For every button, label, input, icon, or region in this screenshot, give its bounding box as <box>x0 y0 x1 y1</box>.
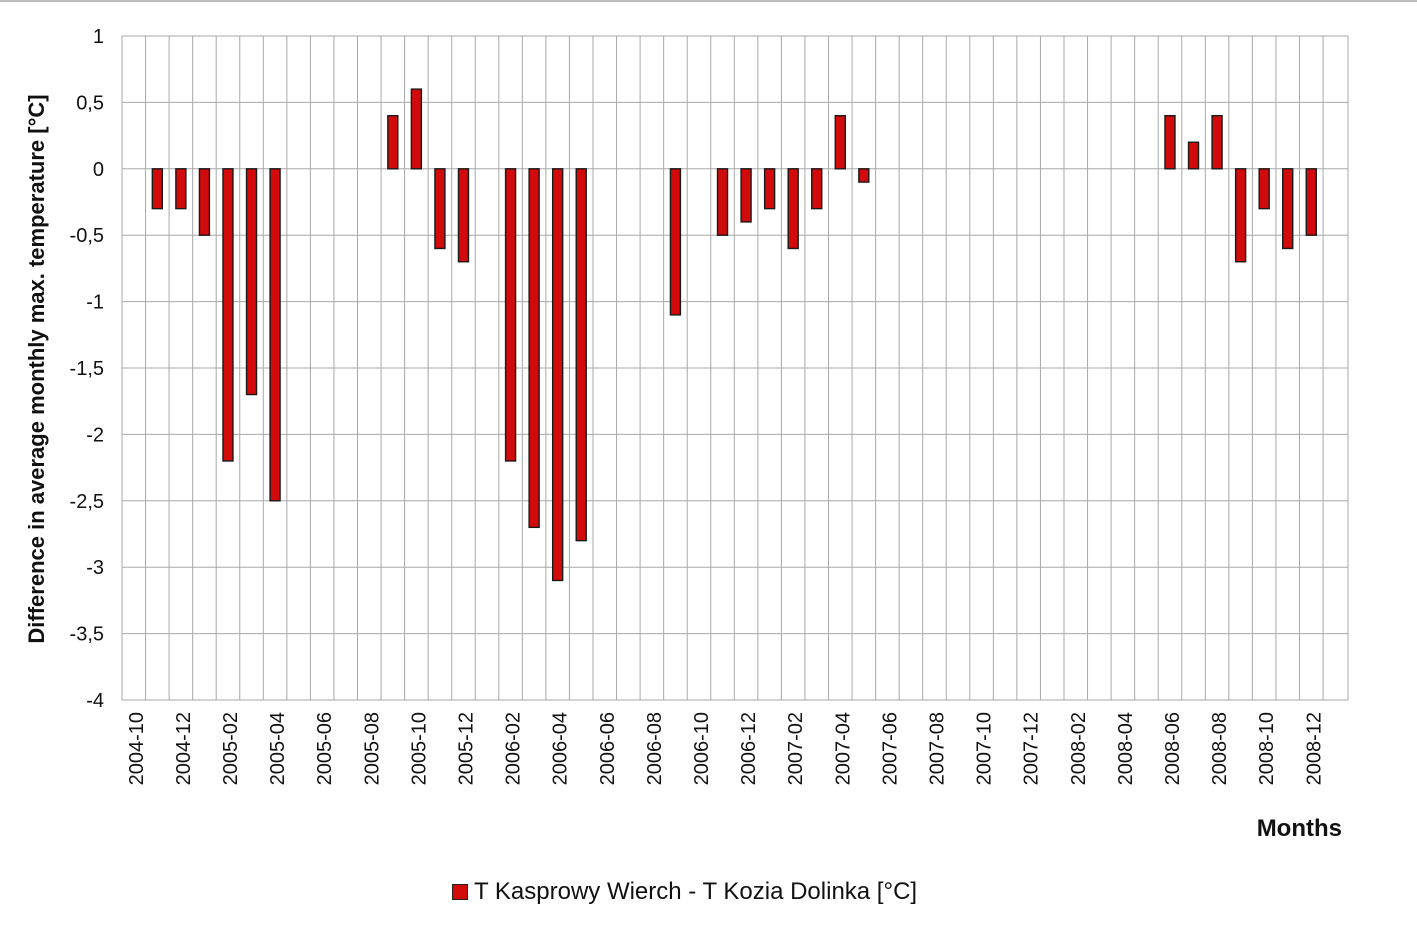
y-axis-label: Difference in average monthly max. tempe… <box>24 94 49 644</box>
bar <box>151 168 164 210</box>
bar <box>528 168 540 529</box>
bar <box>858 168 870 183</box>
x-tick-label: 2006-08 <box>644 712 666 785</box>
bar <box>1164 114 1176 170</box>
y-tick-label: -0,5 <box>70 225 104 247</box>
x-tick-label: 2006-04 <box>550 712 572 785</box>
y-tick-label: -3,5 <box>70 624 104 646</box>
x-tick-label: 2007-06 <box>879 712 901 785</box>
bar <box>387 114 399 170</box>
x-tick-label: 2006-10 <box>691 712 713 785</box>
legend: T Kasprowy Wierch - T Kozia Dolinka [°C] <box>452 878 917 906</box>
bar <box>175 168 187 210</box>
y-tick-label: 1 <box>93 26 104 48</box>
x-axis-label: Months <box>1256 815 1342 842</box>
y-tick-label: 0,5 <box>76 92 104 114</box>
x-axis-ticks: 2004-10 2004-12 2005-02 2005-04 2005-06 2005-… <box>126 712 1326 785</box>
x-tick-label: 2007-04 <box>832 712 854 785</box>
y-tick-label: -2,5 <box>70 491 104 513</box>
bar <box>740 168 752 223</box>
bar <box>245 168 258 396</box>
x-tick-label: 2004-10 <box>126 712 148 785</box>
bar <box>269 168 281 502</box>
x-tick-label: 2005-04 <box>267 712 289 785</box>
bar <box>1234 168 1247 263</box>
bar <box>1187 141 1200 170</box>
bar <box>716 168 729 236</box>
x-tick-label: 2007-10 <box>974 712 996 785</box>
x-tick-label: 2006-12 <box>738 712 760 785</box>
y-tick-label: -4 <box>86 690 104 712</box>
x-tick-label: 2004-12 <box>173 712 195 785</box>
bar <box>1305 168 1317 236</box>
y-tick-label: -1,5 <box>70 358 104 380</box>
y-tick-label: -2 <box>86 424 104 446</box>
x-tick-label: 2006-02 <box>503 712 525 785</box>
x-tick-label: 2008-12 <box>1303 712 1325 785</box>
bar <box>457 168 470 263</box>
bar <box>1258 168 1270 210</box>
x-tick-label: 2007-08 <box>926 712 948 785</box>
bar <box>669 168 682 316</box>
bar <box>787 168 799 250</box>
legend-label: T Kasprowy Wierch - T Kozia Dolinka [°C] <box>474 878 918 905</box>
x-tick-label: 2005-08 <box>361 712 383 785</box>
x-tick-label: 2008-10 <box>1256 712 1278 785</box>
y-tick-label: -1 <box>86 292 104 314</box>
bar <box>198 168 211 236</box>
x-tick-label: 2007-02 <box>785 712 807 785</box>
y-tick-label: -3 <box>86 557 104 579</box>
x-tick-label: 2005-06 <box>314 712 336 785</box>
bar <box>504 168 517 462</box>
bar <box>1282 168 1294 250</box>
x-tick-label: 2005-10 <box>408 712 430 785</box>
y-axis-ticks: 1 0,5 0 -0,5 -1 -1,5 -2 -2,5 -3 -3,5 -4 <box>70 26 104 712</box>
bar <box>763 168 776 210</box>
bar <box>575 168 587 542</box>
x-tick-label: 2006-06 <box>597 712 619 785</box>
bar <box>1211 114 1223 170</box>
x-tick-label: 2008-04 <box>1115 712 1137 785</box>
x-tick-label: 2008-06 <box>1162 712 1184 785</box>
x-tick-label: 2005-12 <box>455 712 477 785</box>
x-tick-label: 2007-12 <box>1021 712 1043 785</box>
legend-swatch <box>452 884 468 900</box>
x-tick-label: 2005-02 <box>220 712 242 785</box>
x-tick-label: 2008-08 <box>1209 712 1231 785</box>
bar <box>811 168 823 210</box>
y-tick-label: 0 <box>93 159 104 181</box>
bar <box>551 168 564 582</box>
bar <box>834 114 846 170</box>
grid <box>121 35 1349 701</box>
x-tick-label: 2008-02 <box>1068 712 1090 785</box>
bar <box>434 168 446 250</box>
top-border <box>0 0 1417 2</box>
bar <box>410 88 423 170</box>
bars <box>151 88 1317 582</box>
bar <box>222 168 234 462</box>
